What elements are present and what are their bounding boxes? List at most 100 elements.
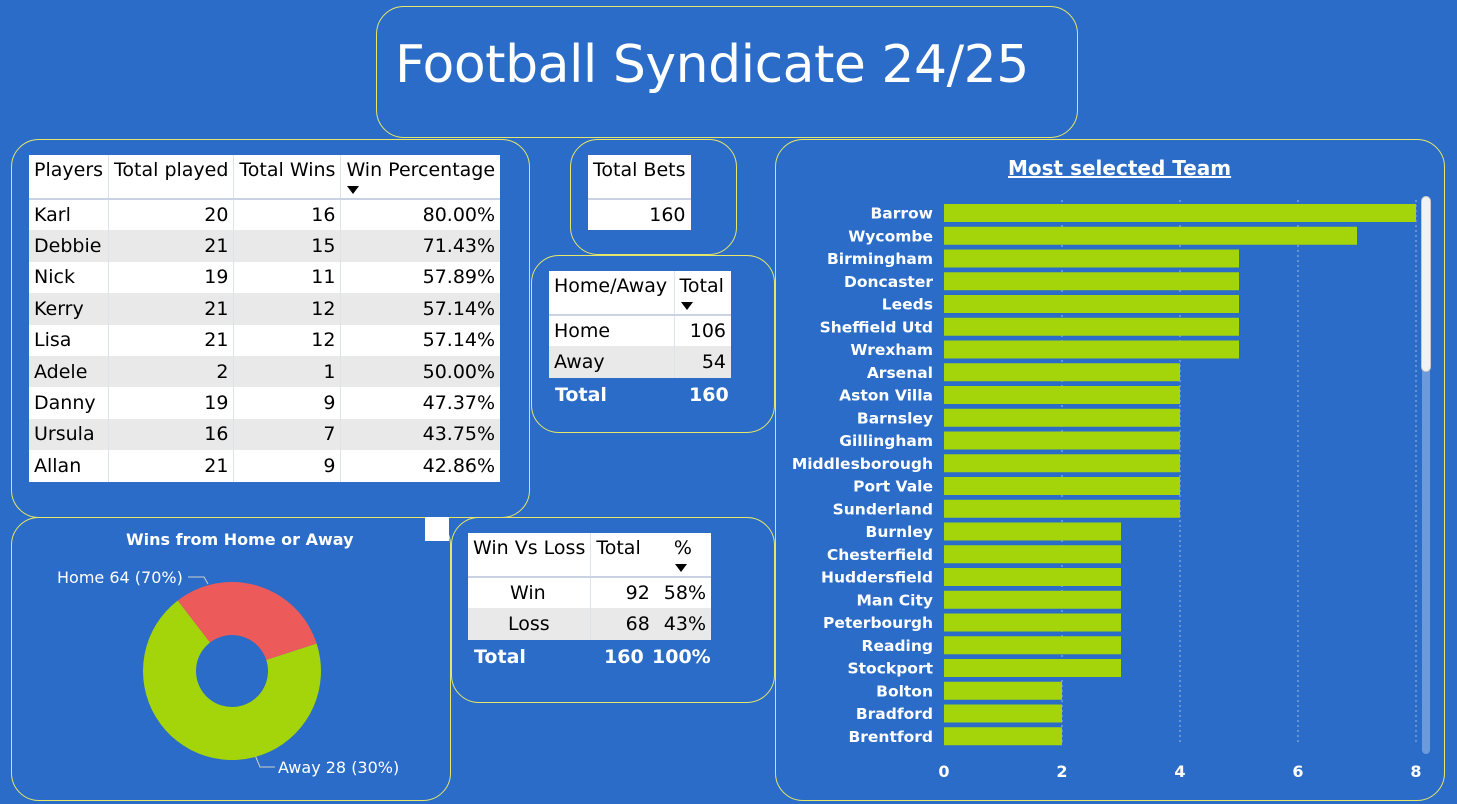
player-win-percentage: 42.86%	[422, 454, 496, 477]
col-home-away-total[interactable]: Total	[674, 271, 731, 316]
x-tick-label: 8	[1410, 762, 1421, 781]
home-away-total-value: 160	[689, 384, 729, 406]
players-table-header: Players Total played Total Wins Win Perc…	[29, 155, 501, 200]
bar-brentford[interactable]	[944, 727, 1062, 746]
away-leader-line	[254, 754, 275, 768]
col-win-loss-total[interactable]: Total	[590, 533, 655, 578]
title-panel: Football Syndicate 24/25	[376, 6, 1078, 138]
player-total-wins: 1	[233, 355, 342, 388]
home-away-total-label: Total	[555, 384, 607, 406]
category-label: Birmingham	[827, 250, 933, 268]
player-total-wins: 9	[233, 387, 342, 419]
category-label: Middlesborough	[792, 455, 933, 473]
col-win-vs-loss[interactable]: Win Vs Loss	[468, 533, 592, 578]
focus-mode-button[interactable]	[425, 517, 449, 541]
player-total-wins: 7	[233, 418, 342, 451]
player-total-wins: 12	[233, 293, 342, 325]
scrollbar-track[interactable]	[1422, 196, 1430, 754]
player-name: Allan	[29, 450, 110, 482]
bar-huddersfield[interactable]	[944, 568, 1121, 586]
player-total-played: 21	[108, 324, 235, 356]
category-label: Aston Villa	[839, 387, 933, 405]
player-name: Kerry	[29, 293, 110, 325]
table-row: Kerry 21 12 57.14%	[29, 293, 501, 325]
category-label: Chesterfield	[827, 546, 933, 564]
table-row: Loss 68 43%	[468, 608, 711, 640]
bar-chesterfield[interactable]	[944, 545, 1121, 564]
bar-wrexham[interactable]	[944, 340, 1239, 359]
player-win-percentage: 57.89%	[422, 266, 496, 289]
col-players[interactable]: Players	[29, 155, 110, 200]
col-win-percentage[interactable]: Win Percentage	[340, 155, 501, 200]
player-total-wins: 12	[233, 324, 342, 356]
bar-sunderland[interactable]	[944, 499, 1180, 518]
player-name: Lisa	[29, 324, 110, 356]
bar-barrow[interactable]	[944, 204, 1416, 222]
x-tick-label: 6	[1292, 762, 1303, 781]
col-win-percentage-label: Win Percentage	[346, 159, 496, 181]
category-label: Huddersfield	[821, 569, 933, 587]
col-total-wins[interactable]: Total Wins	[233, 155, 342, 200]
player-win-percentage: 57.14%	[340, 293, 501, 325]
player-total-wins: 15	[233, 230, 342, 262]
table-row: Ursula 16 7 43.75%	[29, 418, 501, 451]
home-value: 106	[689, 320, 726, 343]
bar-burnley[interactable]	[944, 522, 1121, 541]
total-bets-header[interactable]: Total Bets	[588, 155, 691, 200]
category-label: Bolton	[876, 682, 933, 700]
home-label: Home	[549, 315, 675, 347]
category-label: Wycombe	[848, 227, 933, 245]
sort-desc-icon	[680, 302, 693, 310]
bar-birmingham[interactable]	[944, 249, 1239, 268]
player-total-played: 16	[108, 418, 235, 451]
bar-sheffield-utd[interactable]	[944, 317, 1239, 336]
away-value: 54	[674, 346, 731, 378]
players-table: Players Total played Total Wins Win Perc…	[29, 155, 501, 482]
bar-barnsley[interactable]	[944, 408, 1180, 427]
loss-total: 68	[590, 608, 655, 640]
category-label: Reading	[862, 637, 933, 655]
bar-peterbourgh[interactable]	[944, 613, 1121, 632]
bar-arsenal[interactable]	[944, 363, 1180, 382]
sort-desc-icon	[347, 186, 360, 194]
player-total-played: 21	[108, 230, 235, 262]
bar-middlesborough[interactable]	[944, 454, 1180, 473]
page-title: Football Syndicate 24/25	[395, 35, 1029, 95]
bar-port-vale[interactable]	[944, 477, 1180, 495]
col-win-loss-pct[interactable]: %	[654, 533, 711, 578]
category-label: Port Vale	[853, 478, 933, 496]
total-bets-panel	[570, 139, 737, 255]
bar-bradford[interactable]	[944, 704, 1062, 723]
bar-reading[interactable]	[944, 636, 1121, 655]
total-bets-value: 160	[588, 199, 691, 231]
bar-doncaster[interactable]	[944, 272, 1239, 291]
col-home-away[interactable]: Home/Away	[549, 271, 675, 316]
category-label: Stockport	[847, 660, 933, 678]
bar-leeds[interactable]	[944, 295, 1239, 313]
bar-stockport[interactable]	[944, 659, 1121, 677]
win-pct: 58%	[663, 582, 706, 605]
player-name: Debbie	[29, 230, 110, 262]
sort-desc-icon	[674, 564, 687, 572]
bar-man-city[interactable]	[944, 590, 1121, 609]
win-loss-total-label: Total	[474, 646, 526, 668]
donut-slice-away[interactable]	[177, 581, 317, 660]
donut-slice-home[interactable]	[143, 600, 322, 761]
col-total-played[interactable]: Total played	[108, 155, 235, 200]
x-tick-label: 0	[938, 762, 949, 781]
bar-gillingham[interactable]	[944, 431, 1180, 450]
bar-aston-villa[interactable]	[944, 386, 1180, 404]
bar-wycombe[interactable]	[944, 226, 1357, 245]
player-total-played: 21	[108, 293, 235, 325]
player-name: Nick	[29, 261, 110, 294]
table-row: Danny 19 9 47.37%	[29, 387, 500, 419]
category-label: Brentford	[848, 728, 933, 746]
player-total-played: 2	[108, 355, 235, 388]
player-total-played: 21	[108, 450, 235, 482]
scrollbar-thumb[interactable]	[1421, 196, 1431, 372]
win-loss-table: Win Vs Loss Total % Win 92 58% Loss 68 43%	[468, 533, 711, 640]
category-label: Leeds	[882, 296, 933, 314]
bar-bolton[interactable]	[944, 681, 1062, 700]
category-label: Burnley	[866, 523, 933, 541]
category-label: Man City	[856, 591, 933, 609]
